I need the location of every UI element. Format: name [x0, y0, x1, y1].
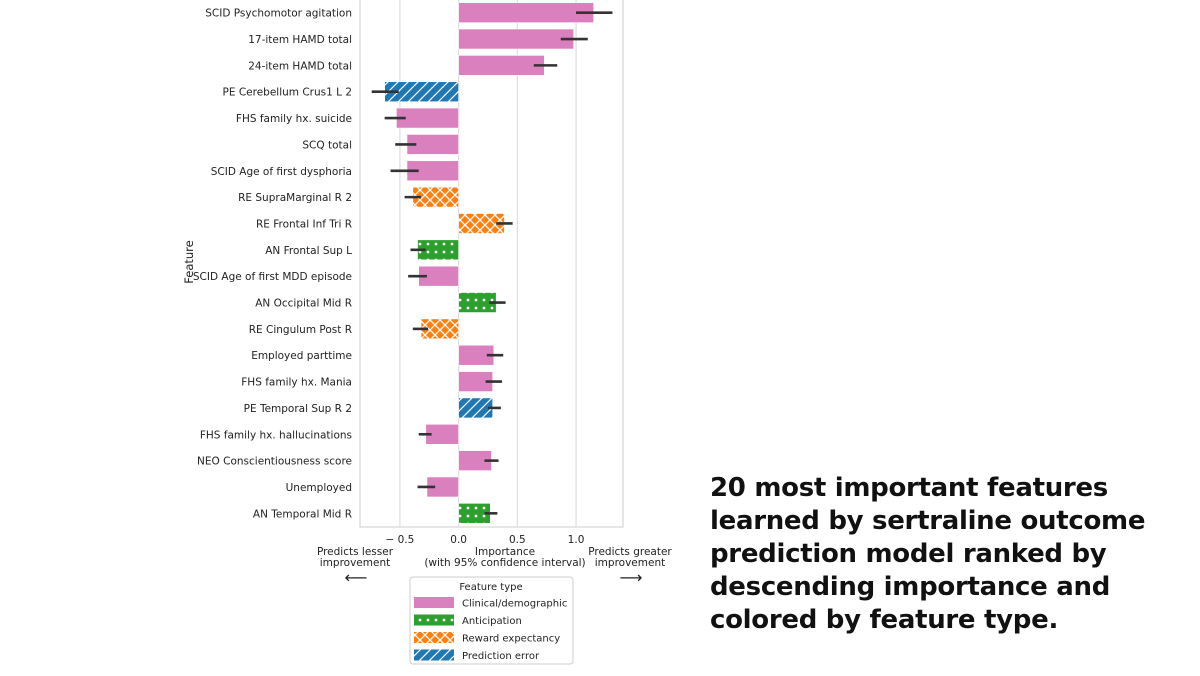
feature-labels: SCID Psychomotor agitation 17-item HAMD t…: [193, 8, 352, 521]
legend-swatch: [414, 632, 454, 643]
feature-label: 24-item HAMD total: [248, 60, 352, 72]
feature-label: AN Temporal Mid R: [253, 508, 352, 520]
x-axis-left-label: Predicts lesser improvement: [317, 546, 394, 569]
legend-swatch: [414, 649, 454, 661]
x-axis-right-label: Predicts greater improvement: [588, 546, 672, 569]
x-tick-label: 0.0: [450, 534, 467, 546]
bar: [458, 55, 545, 76]
figure-caption: 20 most important features learned by se…: [710, 473, 1146, 635]
bar: [458, 28, 574, 50]
feature-label: FHS family hx. Mania: [241, 377, 352, 389]
bar: [458, 2, 594, 23]
feature-label: SCID Psychomotor agitation: [205, 8, 352, 20]
feature-label: FHS family hx. hallucinations: [200, 429, 352, 441]
feature-label: RE Frontal Inf Tri R: [256, 218, 352, 230]
feature-label: RE SupraMarginal R 2: [238, 192, 352, 204]
legend-swatch: [414, 614, 454, 626]
x-tick-label: − 0.5: [385, 534, 414, 546]
x-axis-label: Importance (with 95% confidence interval): [424, 546, 585, 569]
x-axis: − 0.5 0.0 0.5 1.0 Feature Importance (with 95%…: [182, 240, 672, 587]
feature-label: SCID Age of first dysphoria: [211, 166, 352, 178]
feature-label: NEO Conscientiousness score: [197, 456, 352, 468]
legend-entry: Anticipation: [462, 616, 522, 627]
feature-label: RE Cingulum Post R: [249, 324, 352, 336]
legend-title: Feature type: [459, 582, 522, 593]
x-tick-label: 0.5: [509, 534, 526, 546]
feature-label: PE Temporal Sup R 2: [244, 403, 352, 415]
legend: Feature type Clinical/demographic Anticipa…: [409, 576, 574, 665]
feature-label: Unemployed: [286, 482, 352, 494]
legend-swatch: [414, 597, 454, 608]
feature-label: AN Frontal Sup L: [265, 245, 352, 257]
feature-label: SCID Age of first MDD episode: [193, 271, 352, 283]
legend-entry: Prediction error: [462, 651, 540, 662]
x-tick-label: 1.0: [568, 534, 585, 546]
feature-label: PE Cerebellum Crus1 L 2: [223, 87, 352, 99]
feature-label: AN Occipital Mid R: [255, 298, 352, 310]
arrow-left-icon: ⟵: [345, 568, 368, 587]
legend-entry: Clinical/demographic: [462, 599, 567, 610]
legend-entry: Reward expectancy: [462, 634, 560, 645]
y-axis-label: Feature: [182, 240, 196, 283]
feature-label: 17-item HAMD total: [248, 34, 352, 46]
feature-label: FHS family hx. suicide: [236, 113, 352, 125]
feature-label: Employed parttime: [251, 350, 352, 362]
bar: [458, 397, 493, 419]
arrow-right-icon: ⟶: [620, 568, 643, 587]
grid-lines: [359, 0, 624, 528]
feature-label: SCQ total: [302, 139, 352, 151]
bars: [371, 2, 613, 524]
